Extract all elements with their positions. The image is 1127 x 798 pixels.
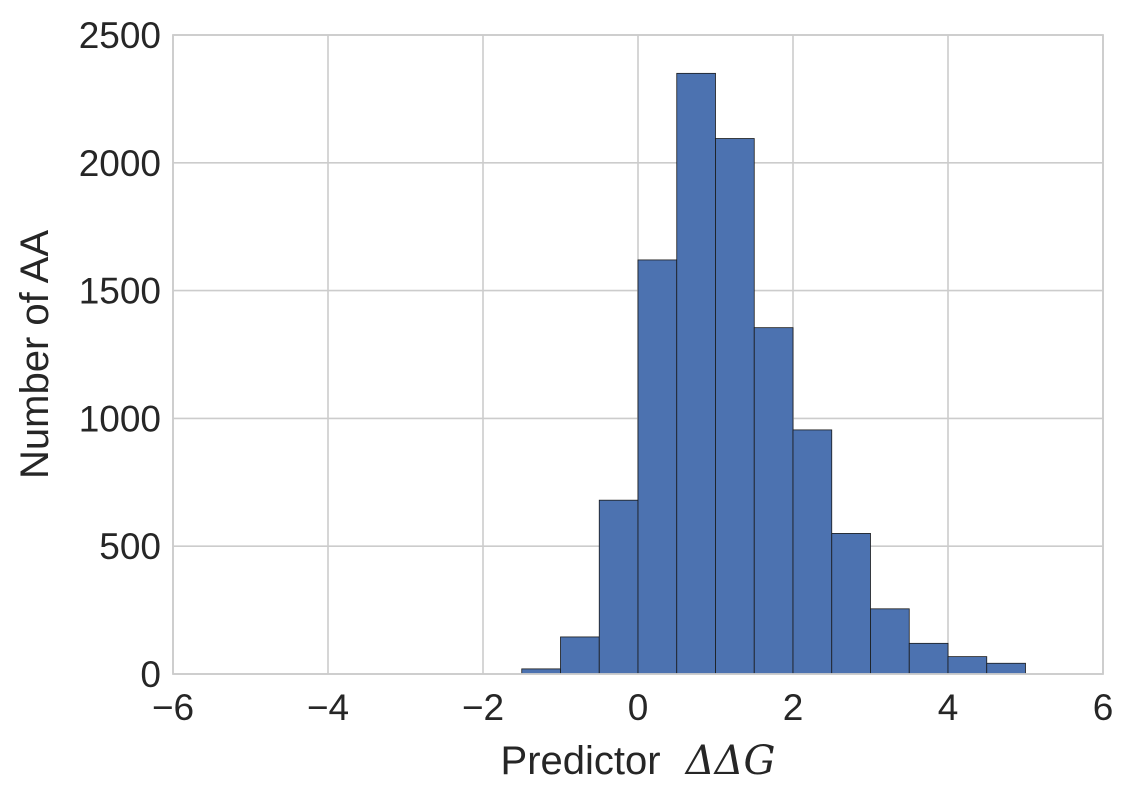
histogram-bar [598,499,639,675]
x-tick-label: −6 [152,687,194,728]
histogram-bar [831,533,871,675]
histogram-bar [715,138,755,675]
histogram-bar [753,327,794,675]
x-tick-label: −2 [462,687,504,728]
x-tick-label: 4 [938,687,959,728]
x-tick-labels: −6 −4 −2 0 2 4 6 [152,687,1113,728]
x-axis-label-math: ΔΔG [684,738,776,784]
histogram-bar [792,429,833,675]
y-tick-label: 1500 [79,271,161,312]
x-axis-label: Predictor ΔΔG [501,738,776,784]
x-tick-label: 6 [1093,687,1114,728]
histogram-bar [870,608,910,675]
histogram-bar [676,72,716,675]
y-tick-label: 2500 [79,15,161,56]
histogram-bar [560,636,600,675]
y-tick-label: 0 [140,654,161,695]
x-tick-label: −4 [307,687,349,728]
x-tick-label: 0 [628,687,649,728]
plot-frame [172,34,1104,675]
y-tick-label: 500 [99,526,161,567]
histogram-bar [947,656,988,675]
x-tick-label: 2 [783,687,804,728]
y-axis-label: Number of AA [13,230,57,479]
y-tick-labels: 0 500 1000 1500 2000 2500 [79,15,161,695]
y-tick-label: 1000 [79,398,161,439]
x-axis-label-text: Predictor [501,739,661,783]
bars [521,72,1026,675]
histogram-bar [908,642,949,675]
y-tick-label: 2000 [79,143,161,184]
histogram-bar [986,662,1026,675]
histogram-bar [637,259,678,675]
